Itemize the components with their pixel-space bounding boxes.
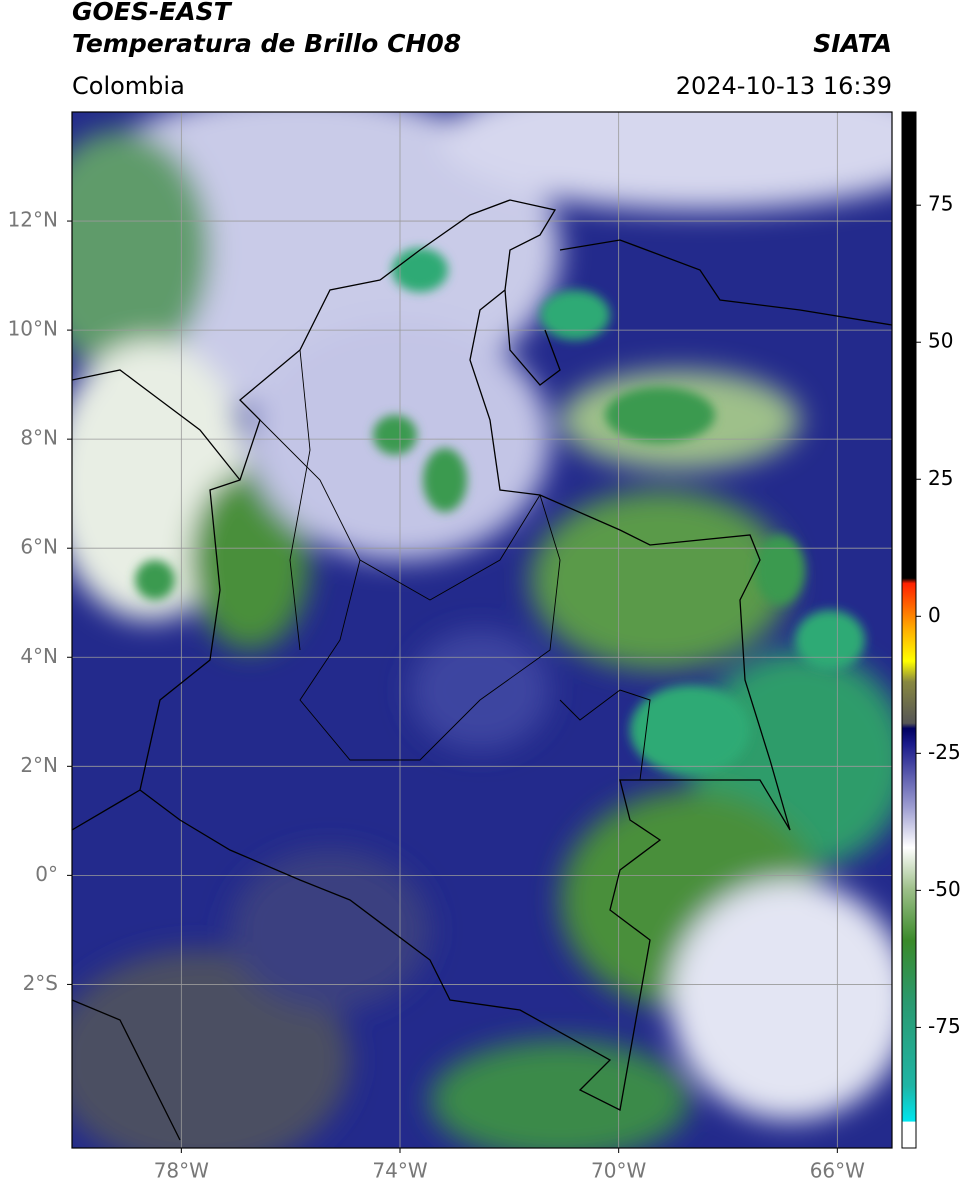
colorbar-tick-label: -75 xyxy=(928,1014,961,1038)
title: GOES-EAST xyxy=(72,0,233,26)
colorbar-tick-label: -25 xyxy=(928,740,961,764)
map-frame xyxy=(71,111,893,1149)
y-tick-label: 2°N xyxy=(20,753,58,777)
x-tick-label: 78°W xyxy=(154,1159,209,1183)
timestamp: 2024-10-13 16:39 xyxy=(676,72,892,100)
colorbar-tick-label: 0 xyxy=(928,603,941,627)
colorbar-tick-label: 50 xyxy=(928,329,953,353)
satellite-image xyxy=(72,112,892,1148)
y-tick-label: 6°N xyxy=(20,535,58,559)
y-tick-label: 8°N xyxy=(20,426,58,450)
x-tick-label: 74°W xyxy=(372,1159,427,1183)
source: SIATA xyxy=(813,29,892,58)
y-tick-label: 12°N xyxy=(8,208,58,232)
grid xyxy=(72,112,892,1148)
borders xyxy=(72,199,892,1141)
x-tick-label: 70°W xyxy=(591,1159,646,1183)
y-tick-label: 4°N xyxy=(20,644,58,668)
colorbar-tick-label: 25 xyxy=(928,466,953,490)
y-tick-label: 2°S xyxy=(23,971,58,995)
colorbar-tick-label: -50 xyxy=(928,877,961,901)
subtitle: Temperatura de Brillo CH08 xyxy=(72,29,461,58)
x-tick-label: 66°W xyxy=(810,1159,865,1183)
colorbar xyxy=(901,111,917,1149)
y-tick-label: 0° xyxy=(35,862,58,886)
y-tick-label: 10°N xyxy=(8,317,58,341)
region: Colombia xyxy=(72,72,185,100)
colorbar-tick-label: 75 xyxy=(928,192,953,216)
